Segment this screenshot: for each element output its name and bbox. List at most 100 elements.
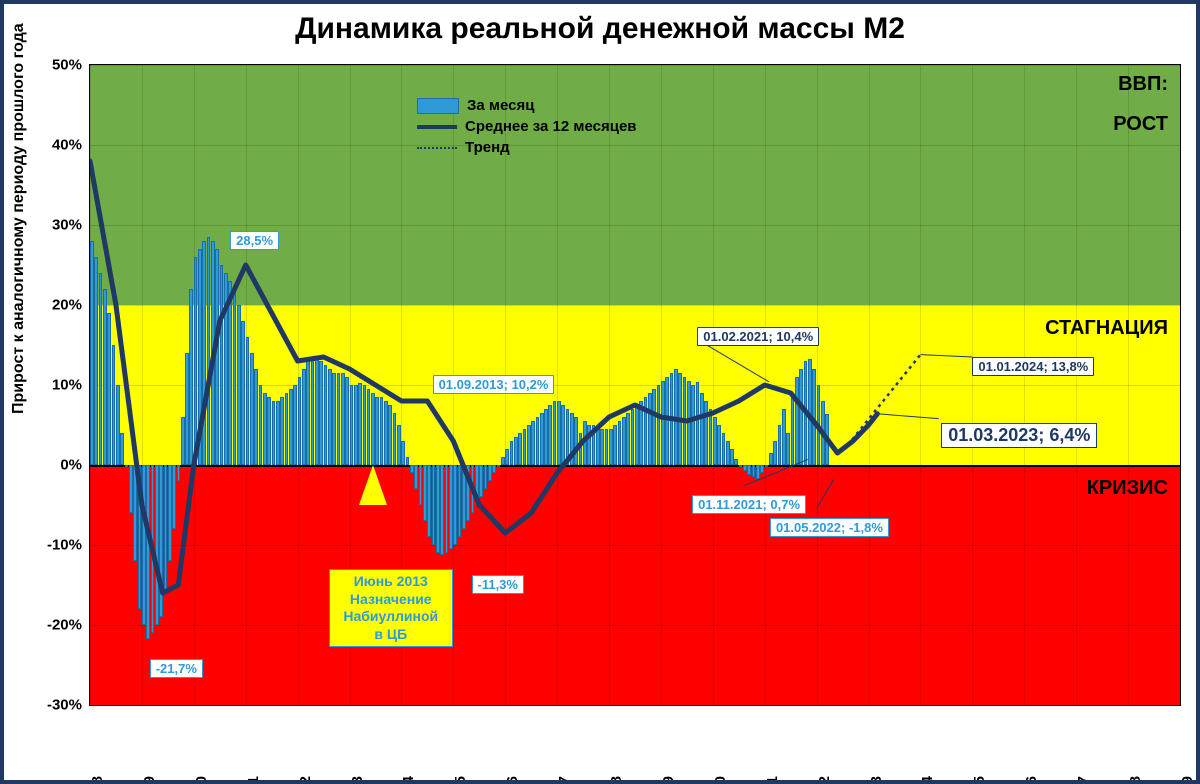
bar (440, 465, 444, 555)
bar (285, 393, 289, 465)
yellow-callout: Июнь 2013НазначениеНабиуллинойв ЦБ (329, 569, 453, 647)
bar (778, 425, 782, 465)
bar (523, 429, 527, 465)
bar (817, 385, 821, 465)
bar (462, 465, 466, 529)
bar (553, 401, 557, 465)
bar (388, 405, 392, 465)
bar (722, 433, 726, 465)
bar (587, 425, 591, 465)
bar (146, 465, 150, 639)
bar (289, 389, 293, 465)
bar (730, 449, 734, 465)
zone-label-gdp: ВВП: (1118, 73, 1168, 96)
bar (570, 413, 574, 465)
bar (644, 397, 648, 465)
bar (246, 337, 250, 465)
bar (414, 465, 418, 489)
bar (306, 361, 310, 465)
bar (501, 457, 505, 465)
callout-7: 01.01.2024; 13,8% (972, 357, 1094, 376)
legend: За месяц Среднее за 12 месяцев Тренд (417, 97, 637, 160)
bar (717, 425, 721, 465)
bar (233, 289, 237, 465)
bar (574, 417, 578, 465)
y-tick: -20% (47, 617, 82, 634)
bar (254, 369, 258, 465)
bar (276, 401, 280, 465)
bar (189, 289, 193, 465)
bar (752, 465, 756, 477)
bar (713, 417, 717, 465)
bar (773, 441, 777, 465)
bar (458, 465, 462, 537)
bar (401, 441, 405, 465)
legend-line-label: Среднее за 12 месяцев (465, 118, 637, 135)
callout-0: 28,5% (230, 231, 279, 250)
bar (479, 465, 483, 497)
bar (600, 429, 604, 465)
bar (696, 382, 700, 465)
bar (449, 465, 453, 549)
bar (709, 409, 713, 465)
bar (220, 265, 224, 465)
bar (527, 425, 531, 465)
bar (804, 361, 808, 465)
callout-5: 01.11.2021; 0,7% (692, 495, 806, 514)
bar (791, 393, 795, 465)
bar (769, 453, 773, 465)
bar (561, 405, 565, 465)
bar (337, 373, 341, 465)
bar (492, 465, 496, 473)
bar (419, 465, 423, 505)
bar-layer (90, 65, 1180, 705)
bar (726, 441, 730, 465)
callout-6: 01.05.2022; -1,8% (770, 518, 889, 537)
legend-trend: Тренд (417, 139, 637, 156)
bar (133, 465, 137, 561)
bar (657, 385, 661, 465)
bar (760, 465, 764, 473)
y-tick: 30% (52, 217, 82, 234)
bar (332, 373, 336, 465)
bar (168, 465, 172, 561)
bar (622, 417, 626, 465)
bar (799, 369, 803, 465)
y-tick: -10% (47, 537, 82, 554)
bar (747, 465, 751, 475)
bar (410, 465, 414, 473)
bar (350, 385, 354, 465)
plot-area: -30%-20%-10%0%10%20%30%40%50%ВВП:РОСТСТА… (89, 64, 1181, 706)
bar (548, 405, 552, 465)
bar (536, 417, 540, 465)
bar (557, 401, 561, 465)
bar (319, 361, 323, 465)
bar (367, 389, 371, 465)
legend-trend-label: Тренд (465, 139, 510, 156)
bar (224, 273, 228, 465)
bar (263, 393, 267, 465)
bar (293, 385, 297, 465)
bar (185, 353, 189, 465)
bar (635, 405, 639, 465)
y-tick: -30% (47, 697, 82, 714)
bar (354, 385, 358, 465)
bar (605, 429, 609, 465)
bar (380, 397, 384, 465)
legend-bar: За месяц (417, 97, 637, 114)
y-tick: 50% (52, 57, 82, 74)
bar (700, 393, 704, 465)
bar (618, 421, 622, 465)
chart-title: Динамика реальной денежной массы М2 (4, 4, 1196, 46)
bar (112, 345, 116, 465)
y-tick: 40% (52, 137, 82, 154)
bar (596, 429, 600, 465)
bar (194, 257, 198, 465)
bar (198, 249, 202, 465)
bar (661, 381, 665, 465)
bar (138, 465, 142, 609)
bar (514, 437, 518, 465)
bar (821, 401, 825, 465)
bar (423, 465, 427, 521)
bar (488, 465, 492, 481)
